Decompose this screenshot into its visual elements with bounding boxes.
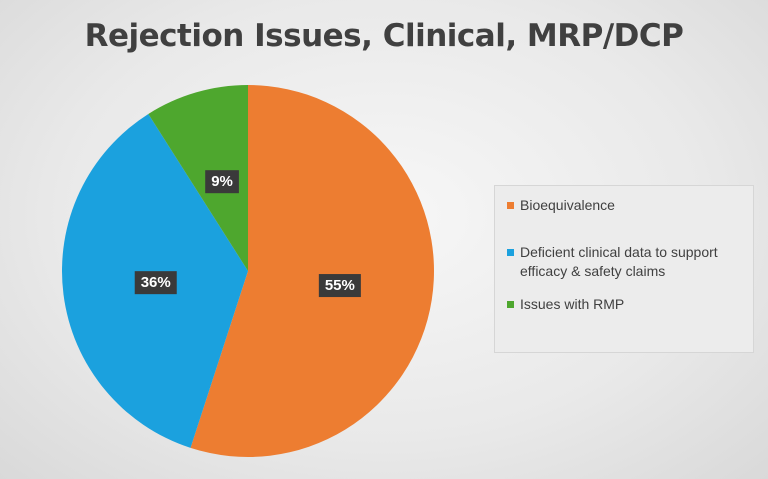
legend-swatch-bioequivalence xyxy=(507,202,514,209)
chart-title: Rejection Issues, Clinical, MRP/DCP xyxy=(84,18,684,54)
data-label-box-deficient-clinical-data xyxy=(134,271,177,295)
data-label-bioequivalence: 55% xyxy=(325,277,355,294)
legend-item-issues-with-rmp: Issues with RMP xyxy=(507,295,743,314)
legend: Bioequivalence Deficient clinical data t… xyxy=(494,185,754,353)
legend-label-issues-with-rmp: Issues with RMP xyxy=(520,296,625,312)
data-label-box-bioequivalence xyxy=(318,274,361,298)
legend-item-bioequivalence: Bioequivalence xyxy=(507,196,743,215)
legend-label-bioequivalence: Bioequivalence xyxy=(520,197,615,213)
legend-swatch-issues-with-rmp xyxy=(507,301,514,308)
legend-item-deficient-clinical-data: Deficient clinical data to support effic… xyxy=(507,243,743,281)
data-label-deficient-clinical-data: 36% xyxy=(141,274,171,291)
pie-slice-issues-with-rmp xyxy=(148,85,248,271)
legend-label-deficient-clinical-data: Deficient clinical data to support effic… xyxy=(520,244,718,279)
legend-swatch-deficient-clinical-data xyxy=(507,249,514,256)
data-label-box-issues-with-rmp xyxy=(205,170,239,194)
pie-slice-bioequivalence xyxy=(190,85,435,458)
data-label-issues-with-rmp: 9% xyxy=(211,173,233,190)
